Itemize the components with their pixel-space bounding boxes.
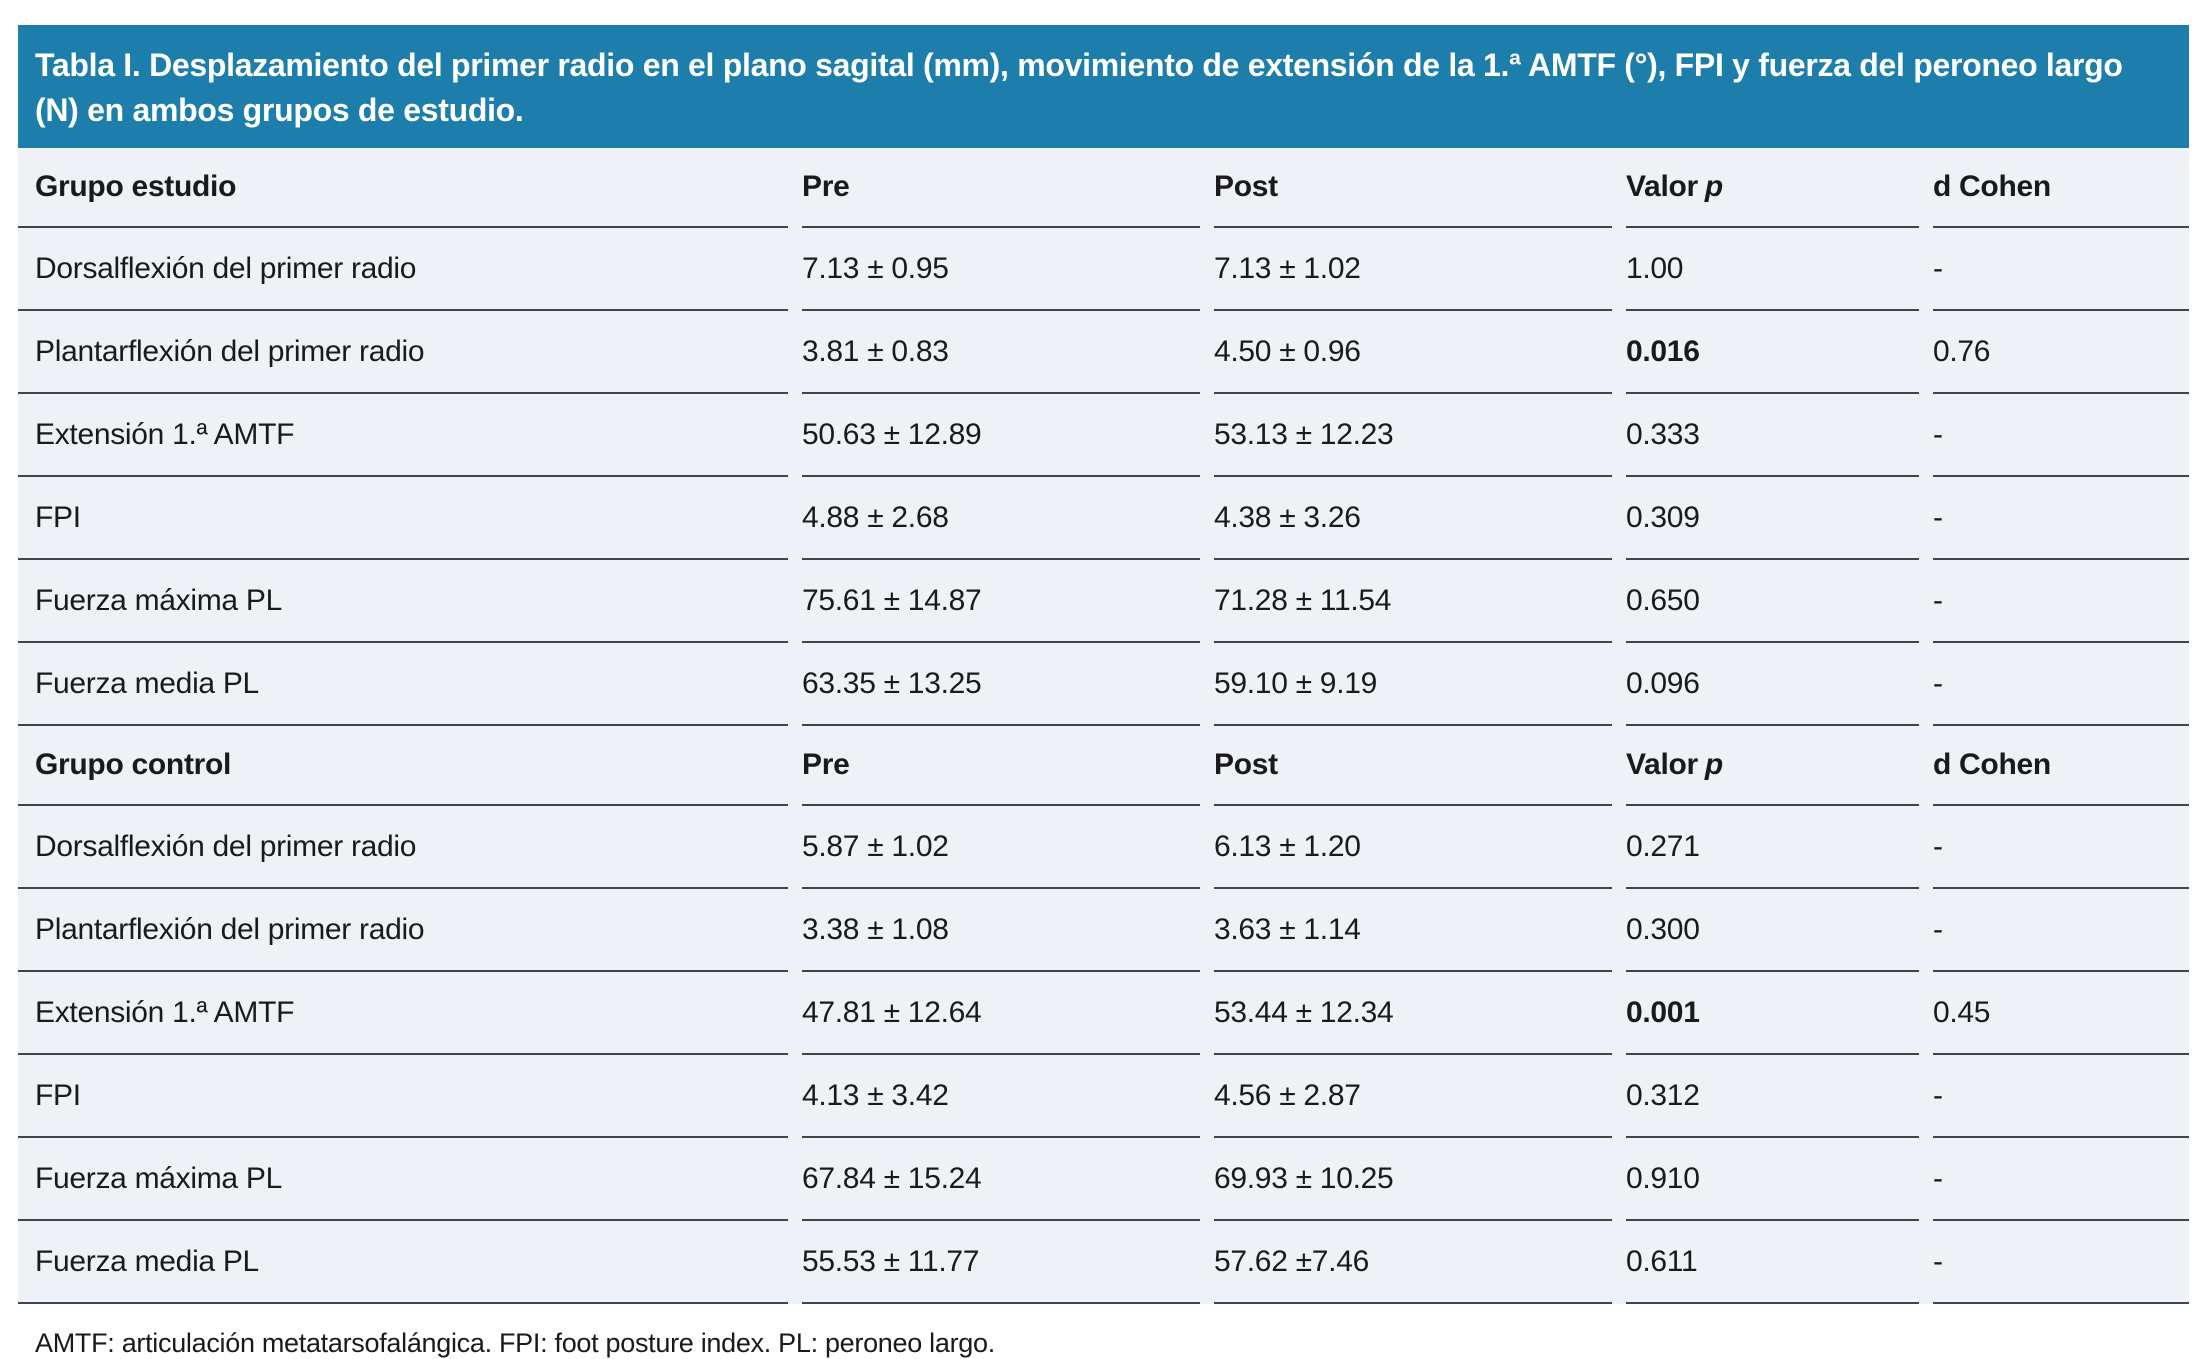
cell-p-value: 0.001 [1626,972,1919,1055]
cell-post-value: 71.28 ± 11.54 [1214,560,1612,643]
cell-post-value: 3.63 ± 1.14 [1214,889,1612,972]
cell-variable-label: Dorsalflexión del primer radio [18,806,788,889]
cell-d-cohen-value: 0.45 [1933,972,2189,1055]
cell-pre-value: 3.38 ± 1.08 [802,889,1200,972]
cell-d-cohen-value: - [1933,228,2189,311]
table-row: FPI 4.13 ± 3.42 4.56 ± 2.87 0.312- [18,1055,2189,1138]
table-row: Dorsalflexión del primer radio 7.13 ± 0.9… [18,228,2189,311]
cell-post-value: 7.13 ± 1.02 [1214,228,1612,311]
table-figure: Tabla I. Desplazamiento del primer radio… [18,25,2189,1359]
column-header-p-value: Valor p [1626,726,1919,806]
cell-variable-label: Fuerza máxima PL [18,1138,788,1221]
section-body-grupo-estudio: Dorsalflexión del primer radio 7.13 ± 0.9… [18,228,2189,726]
cell-d-cohen-value: - [1933,889,2189,972]
table-row: Extensión 1.ª AMTF 50.63 ± 12.89 53.13 ± 1… [18,394,2189,477]
table-row: Plantarflexión del primer radio 3.81 ± 0.… [18,311,2189,394]
cell-pre-value: 50.63 ± 12.89 [802,394,1200,477]
cell-p-value: 0.016 [1626,311,1919,394]
cell-p-value: 0.333 [1626,394,1919,477]
cell-post-value: 53.13 ± 12.23 [1214,394,1612,477]
column-header-pre: Pre [802,148,1200,228]
cell-d-cohen-value: - [1933,806,2189,889]
cell-p-value: 0.611 [1626,1221,1919,1304]
cell-variable-label: FPI [18,1055,788,1138]
cell-pre-value: 75.61 ± 14.87 [802,560,1200,643]
cell-variable-label: Fuerza máxima PL [18,560,788,643]
p-value-header-symbol: p [1704,748,1723,781]
cell-post-value: 4.56 ± 2.87 [1214,1055,1612,1138]
table-row: Plantarflexión del primer radio 3.38 ± 1.… [18,889,2189,972]
cell-post-value: 69.93 ± 10.25 [1214,1138,1612,1221]
cell-variable-label: Plantarflexión del primer radio [18,889,788,972]
cell-p-value: 1.00 [1626,228,1919,311]
cell-d-cohen-value: - [1933,1221,2189,1304]
cell-pre-value: 7.13 ± 0.95 [802,228,1200,311]
cell-post-value: 6.13 ± 1.20 [1214,806,1612,889]
column-header-post: Post [1214,726,1612,806]
table-row: FPI 4.88 ± 2.68 4.38 ± 3.26 0.309- [18,477,2189,560]
column-header-group: Grupo estudio [18,148,788,228]
cell-variable-label: Dorsalflexión del primer radio [18,228,788,311]
cell-p-value: 0.096 [1626,643,1919,726]
column-header-d-cohen: d Cohen [1933,148,2189,228]
cell-pre-value: 4.88 ± 2.68 [802,477,1200,560]
table-row: Fuerza máxima PL 75.61 ± 14.87 71.28 ± 11.… [18,560,2189,643]
column-header-p-value: Valor p [1626,148,1919,228]
table-row: Extensión 1.ª AMTF 47.81 ± 12.64 53.44 ± 1… [18,972,2189,1055]
column-header-d-cohen: d Cohen [1933,726,2189,806]
cell-pre-value: 67.84 ± 15.24 [802,1138,1200,1221]
cell-pre-value: 5.87 ± 1.02 [802,806,1200,889]
table-row: Dorsalflexión del primer radio 5.87 ± 1.0… [18,806,2189,889]
table-row: Fuerza máxima PL 67.84 ± 15.24 69.93 ± 10.… [18,1138,2189,1221]
section-header-row-grupo-control: Grupo control Pre Post Valor p d Cohen [18,726,2189,806]
table-title: Tabla I. Desplazamiento del primer radio… [35,46,2123,128]
cell-post-value: 53.44 ± 12.34 [1214,972,1612,1055]
table-row: Fuerza media PL 63.35 ± 13.25 59.10 ± 9.19… [18,643,2189,726]
data-table: Grupo estudio Pre Post Valor p d Cohen D… [18,148,2189,1304]
cell-p-value: 0.312 [1626,1055,1919,1138]
cell-post-value: 57.62 ±7.46 [1214,1221,1612,1304]
cell-d-cohen-value: - [1933,1055,2189,1138]
table-title-bar: Tabla I. Desplazamiento del primer radio… [18,25,2189,148]
cell-pre-value: 4.13 ± 3.42 [802,1055,1200,1138]
p-value-header-prefix: Valor [1626,748,1698,781]
cell-d-cohen-value: - [1933,394,2189,477]
cell-variable-label: FPI [18,477,788,560]
column-header-post: Post [1214,148,1612,228]
column-header-pre: Pre [802,726,1200,806]
cell-d-cohen-value: - [1933,560,2189,643]
cell-post-value: 4.38 ± 3.26 [1214,477,1612,560]
section-body-grupo-control: Dorsalflexión del primer radio 5.87 ± 1.0… [18,806,2189,1304]
cell-p-value: 0.309 [1626,477,1919,560]
footnote-area: AMTF: articulación metatarsofalángica. F… [18,1304,2189,1359]
cell-d-cohen-value: - [1933,1138,2189,1221]
table-footnote: AMTF: articulación metatarsofalángica. F… [35,1328,995,1358]
cell-p-value: 0.910 [1626,1138,1919,1221]
cell-d-cohen-value: - [1933,643,2189,726]
column-header-group: Grupo control [18,726,788,806]
cell-p-value: 0.271 [1626,806,1919,889]
section-header-row-grupo-estudio: Grupo estudio Pre Post Valor p d Cohen [18,148,2189,228]
cell-variable-label: Extensión 1.ª AMTF [18,394,788,477]
cell-pre-value: 3.81 ± 0.83 [802,311,1200,394]
cell-variable-label: Fuerza media PL [18,1221,788,1304]
cell-p-value: 0.300 [1626,889,1919,972]
cell-pre-value: 47.81 ± 12.64 [802,972,1200,1055]
cell-post-value: 4.50 ± 0.96 [1214,311,1612,394]
cell-d-cohen-value: - [1933,477,2189,560]
table-row: Fuerza media PL 55.53 ± 11.77 57.62 ±7.46 0… [18,1221,2189,1304]
p-value-header-prefix: Valor [1626,170,1698,203]
cell-variable-label: Extensión 1.ª AMTF [18,972,788,1055]
cell-variable-label: Fuerza media PL [18,643,788,726]
cell-d-cohen-value: 0.76 [1933,311,2189,394]
cell-post-value: 59.10 ± 9.19 [1214,643,1612,726]
cell-pre-value: 55.53 ± 11.77 [802,1221,1200,1304]
cell-variable-label: Plantarflexión del primer radio [18,311,788,394]
cell-pre-value: 63.35 ± 13.25 [802,643,1200,726]
p-value-header-symbol: p [1704,170,1723,203]
cell-p-value: 0.650 [1626,560,1919,643]
